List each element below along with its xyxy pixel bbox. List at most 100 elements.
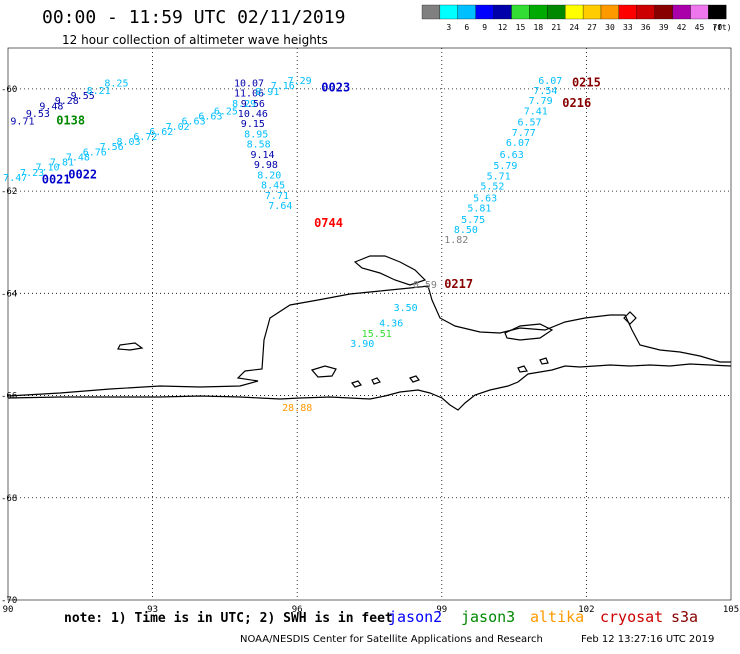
coastline-segment (504, 323, 554, 341)
legend-tick-label: 33 (623, 23, 633, 32)
legend-swatch (457, 4, 476, 20)
legend-tick-label: 9 (482, 23, 487, 32)
swh-value-label: 8.29 (232, 99, 256, 110)
note: note: 1) Time is in UTC; 2) SWH is in fe… (64, 611, 393, 626)
swh-value-label: 7.54 (533, 86, 557, 97)
x-tick-label: 96 (292, 605, 303, 615)
swh-value-label: 7.23 (20, 168, 44, 179)
swh-value-label: 7.48 (66, 152, 90, 163)
swh-value-label: 9.56 (241, 99, 265, 110)
legend-swatch (421, 4, 441, 20)
swh-value-label: 7.71 (265, 191, 289, 202)
swh-value-label: 28.88 (282, 403, 312, 414)
chart-title: 00:00 - 11:59 UTC 02/11/2019 (42, 7, 346, 28)
coastline-segment (310, 365, 337, 378)
track-id-label: 0217 (444, 277, 473, 291)
swh-value-label: 7.79 (529, 96, 553, 107)
swh-value-label: 7.77 (512, 128, 536, 139)
swh-value-label: 8.45 (261, 181, 285, 192)
credit: NOAA/NESDIS Center for Satellite Applica… (240, 634, 543, 645)
swh-value-label: 3.90 (350, 339, 374, 350)
swh-value-label: 5.75 (461, 215, 485, 226)
data-points: 9.719.539.489.289.558.218.25 7.477.237.10… (3, 76, 562, 414)
swh-value-label: 10.07 (234, 78, 264, 89)
y-tick-label: -64 (1, 289, 17, 299)
coastline-segment (7, 285, 731, 397)
track-id-label: 0022 (68, 167, 97, 181)
swh-value-label: 8.03 (116, 137, 140, 148)
satellite-jason3: jason3 (461, 608, 516, 626)
color-legend: 3 6 9 12 15 18 21 24 27 30 33 36 39 42 45 70(ft) (421, 4, 732, 32)
legend-tick-label: 12 (498, 23, 508, 32)
swh-value-label: 6.25 (214, 106, 238, 117)
legend-swatch (529, 4, 548, 20)
legend-swatch (618, 4, 637, 20)
swh-value-label: 9.15 (241, 119, 265, 130)
swh-value-label: 6.07 (506, 138, 530, 149)
swh-value-label: 6.07 (538, 76, 562, 87)
swh-value-label: 9.14 (250, 150, 274, 161)
legend-tick-label: 30 (605, 23, 615, 32)
coastline-segment (353, 255, 427, 286)
swh-value-label: 9.71 (10, 117, 34, 128)
legend-swatch (439, 4, 458, 20)
x-tick-label: 90 (3, 605, 14, 615)
satellite-jason2: jason2 (388, 608, 443, 626)
swh-value-label: 5.71 (487, 171, 511, 182)
swh-value-label: 7.47 (3, 173, 27, 184)
chart-subtitle: 12 hour collection of altimeter wave hei… (62, 33, 328, 47)
legend-tick-label: 70 (713, 23, 723, 32)
swh-value-label: 6.57 (517, 118, 541, 129)
x-tick-label: 93 (147, 605, 158, 615)
swh-value-label: 5.63 (473, 193, 497, 204)
legend-swatch (582, 4, 602, 20)
coastline-segment (117, 342, 144, 351)
swh-value-label: 5.52 (480, 182, 504, 193)
grid-lines (8, 48, 731, 600)
swh-value-label: 6.76 (83, 147, 107, 158)
swh-value-label: 9.98 (254, 160, 278, 171)
legend-tick-label: 15 (516, 23, 526, 32)
track-id-label: 0138 (56, 114, 85, 128)
swh-value-label: 6.63 (198, 112, 222, 123)
swh-value-label: 7.02 (166, 122, 190, 133)
legend-tick-label: 24 (569, 23, 579, 32)
legend-tick-label: 39 (659, 23, 669, 32)
track-id-label: 0744 (314, 216, 343, 230)
swh-value-label: 9.53 (26, 109, 50, 120)
legend-tick-label: 21 (551, 23, 561, 32)
swh-value-label: 4.36 (379, 319, 403, 330)
swh-value-label: 7.16 (271, 81, 295, 92)
legend-swatch (690, 4, 709, 20)
swh-value-label: 5.79 (493, 161, 517, 172)
swh-value-label: 5.81 (467, 204, 491, 215)
coastline (7, 255, 732, 411)
generated-timestamp: Feb 12 13:27:16 UTC 2019 (581, 634, 715, 645)
track-id-label: 0023 (321, 80, 350, 94)
x-tick-label: 99 (436, 605, 447, 615)
plot-frame (7, 47, 732, 601)
swh-value-label: 7.41 (524, 106, 548, 117)
legend-unit: (ft) (712, 23, 731, 32)
legend-tick-label: 45 (695, 23, 705, 32)
legend-tick-label: 27 (587, 23, 597, 32)
swh-value-label: 8.50 (454, 225, 478, 236)
swh-value-label: 8.21 (87, 86, 111, 97)
legend-swatch (547, 4, 566, 20)
coastline-segment (7, 363, 732, 411)
satellite-s3a: s3a (671, 608, 699, 626)
y-tick-label: -70 (1, 596, 17, 606)
swh-value-label: 3.50 (394, 303, 418, 314)
legend-swatch (654, 4, 673, 20)
legend-tick-label: 18 (534, 23, 544, 32)
legend-tick-label: 3 (446, 23, 451, 32)
satellite-cryosat: cryosat (600, 608, 664, 626)
track-id-label: 0215 (572, 75, 601, 89)
swh-value-label: 6.63 (182, 117, 206, 128)
satellite-altika: altika (530, 608, 585, 626)
legend-tick-label: 42 (677, 23, 687, 32)
coastline-segment (623, 311, 637, 325)
